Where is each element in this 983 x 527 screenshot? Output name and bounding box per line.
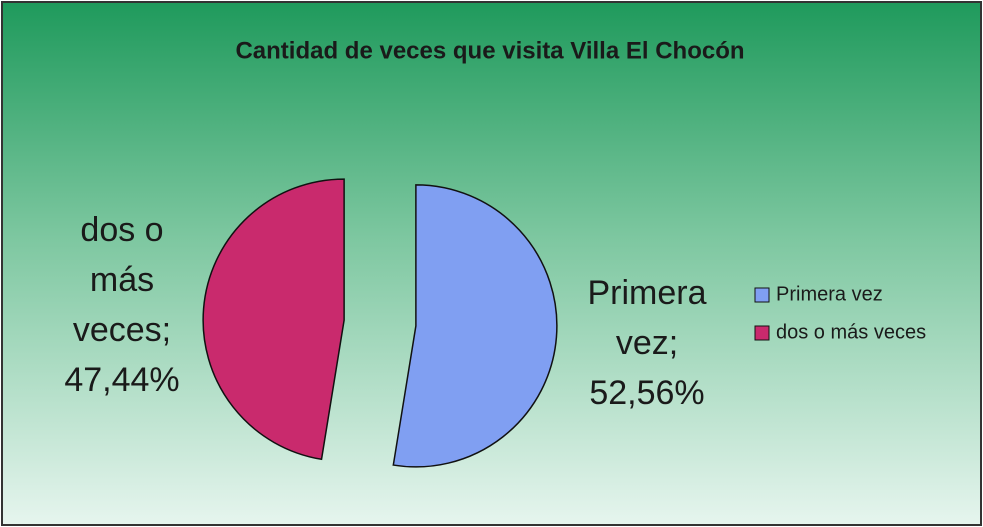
pie-slice [202,178,345,461]
data-label: Primera vez; 52,56% [587,274,706,412]
legend-label: dos o más veces [776,321,926,343]
data-label: dos o más veces; 47,44% [64,211,179,399]
legend-swatch [754,325,770,341]
legend-label: Primera vez [776,283,883,305]
pie-slice [392,184,558,468]
legend-swatch [754,287,770,303]
chart-title: Cantidad de veces que visita Villa El Ch… [235,37,744,64]
